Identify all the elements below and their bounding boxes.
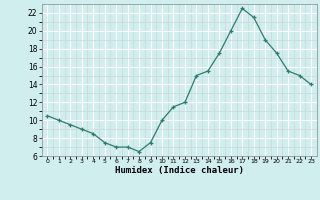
X-axis label: Humidex (Indice chaleur): Humidex (Indice chaleur) <box>115 166 244 175</box>
